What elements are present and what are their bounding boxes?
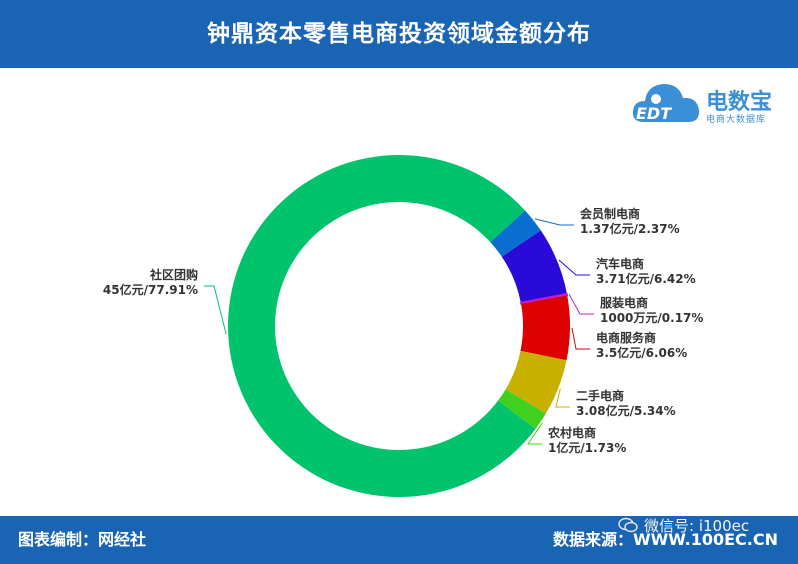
- leader-line: [534, 218, 574, 226]
- slice-name-label: 二手电商: [576, 388, 624, 403]
- slice-value-label: 1亿元/1.73%: [548, 440, 626, 455]
- chart-title: 钟鼎资本零售电商投资领域金额分布: [207, 21, 591, 47]
- slice-value-label: 3.71亿元/6.42%: [596, 271, 696, 286]
- slice-name-label: 服装电商: [600, 295, 648, 310]
- wechat-icon: [618, 517, 638, 533]
- logo: EDT 电数宝 电商大数据库: [630, 72, 795, 134]
- slice-name-label: 农村电商: [547, 425, 596, 440]
- cloud-logo-icon: EDT: [632, 84, 700, 123]
- donut-slice: [520, 295, 570, 361]
- donut-slice: [505, 350, 567, 414]
- slice-value-label: 1.37亿元/2.37%: [580, 221, 680, 236]
- leader-line: [568, 294, 594, 315]
- footer-credit: 图表编制：网经社: [18, 530, 147, 549]
- slice-name-label: 汽车电商: [596, 256, 644, 271]
- donut-slice: [490, 210, 541, 257]
- footer-source: 数据来源：WWW.100EC.CN: [552, 530, 778, 549]
- slice-value-label: 3.5亿元/6.06%: [596, 345, 687, 360]
- slice-value-label: 1000万元/0.17%: [600, 311, 703, 325]
- footer-bar: 图表编制：网经社 数据来源：WWW.100EC.CN: [0, 516, 798, 564]
- leader-line: [204, 285, 227, 335]
- leader-line: [571, 327, 590, 350]
- wechat-watermark: 微信号: i100ec: [618, 514, 749, 538]
- donut-slice: [228, 154, 536, 497]
- donut-slice: [501, 230, 567, 303]
- slice-value-label: 45亿元/77.91%: [103, 282, 198, 297]
- slice-name-label: 社区团购: [149, 267, 198, 282]
- donut-slice: [498, 389, 546, 429]
- title-bar: 钟鼎资本零售电商投资领域金额分布: [0, 0, 798, 68]
- logo-subtitle: 电商大数据库: [706, 115, 767, 125]
- logo-title: 电数宝: [706, 90, 773, 115]
- leader-line: [527, 422, 544, 445]
- slice-name-label: 会员制电商: [580, 206, 640, 221]
- logo-badge: EDT: [636, 104, 672, 123]
- donut-slices: [228, 154, 570, 497]
- leader-line: [558, 259, 590, 276]
- slice-name-label: 电商服务商: [596, 330, 656, 345]
- slice-value-label: 3.08亿元/5.34%: [576, 403, 676, 418]
- leader-lines: [204, 218, 594, 445]
- wechat-id: 微信号: i100ec: [644, 517, 750, 535]
- leader-line: [555, 388, 570, 408]
